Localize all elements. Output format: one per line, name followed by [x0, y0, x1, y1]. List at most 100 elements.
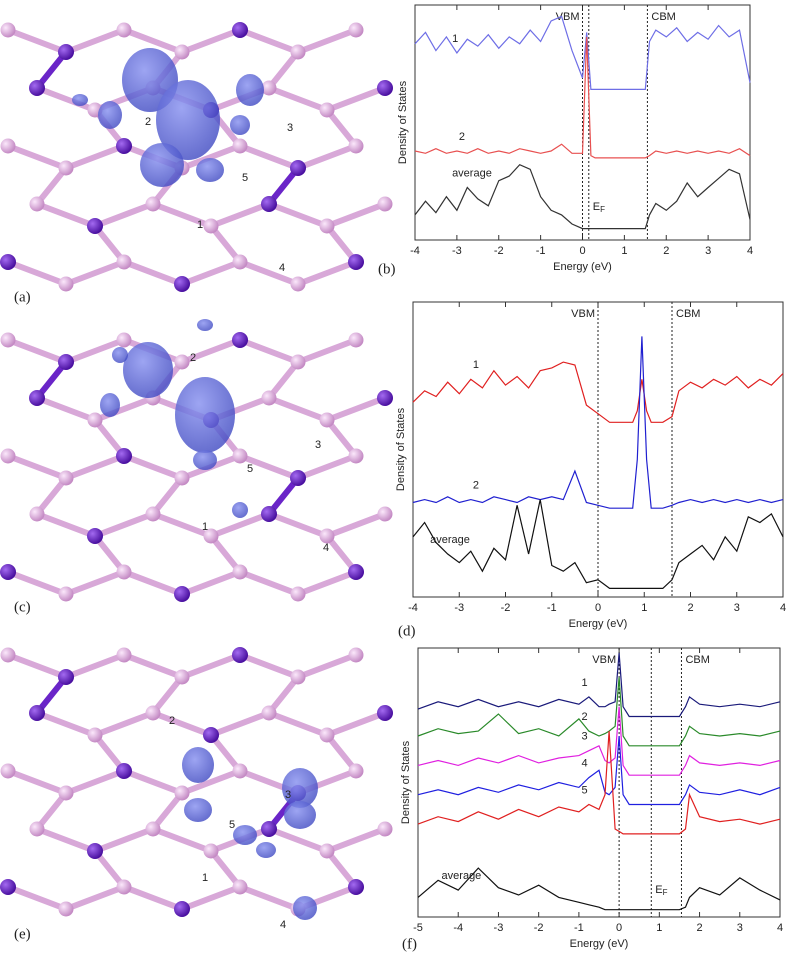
bond [63, 143, 127, 171]
series-label: 1 [581, 677, 587, 689]
bond [324, 107, 359, 149]
bond [208, 511, 272, 539]
series-label: 1 [452, 33, 458, 45]
bond [266, 674, 301, 716]
reference-label: EF [593, 201, 605, 214]
atom [232, 763, 248, 779]
bond [63, 259, 127, 287]
bond [237, 143, 301, 171]
panel-label: (d) [398, 623, 416, 639]
bond [150, 826, 214, 854]
atom [174, 276, 190, 292]
atom [261, 196, 277, 212]
atom [29, 390, 45, 406]
atom [116, 22, 132, 38]
atom [174, 354, 190, 370]
charge-density [236, 74, 264, 106]
atom [348, 448, 364, 464]
atom [116, 564, 132, 580]
x-tick-label: 0 [579, 245, 585, 257]
bond [179, 259, 243, 287]
atom [290, 276, 306, 292]
reference-label-text: CBM [651, 11, 675, 23]
charge-density [156, 80, 220, 160]
atom [116, 138, 132, 154]
atom [0, 332, 16, 348]
reference-label-text: CBM [676, 308, 700, 320]
bond [266, 359, 301, 401]
bond [295, 652, 359, 680]
atom [174, 470, 190, 486]
atom [232, 564, 248, 580]
atom [203, 727, 219, 743]
dos-line [417, 731, 781, 835]
atom-label: 5 [247, 463, 253, 475]
reference-label-text: CBM [685, 654, 709, 666]
charge-density [182, 747, 214, 783]
reference-label-text: VBM [592, 654, 616, 666]
plot-frame [417, 647, 781, 918]
atom [261, 390, 277, 406]
atom [0, 647, 16, 663]
x-tick-label: 1 [656, 922, 662, 934]
charge-density [175, 377, 235, 453]
atom [377, 390, 393, 406]
x-tick-label: 2 [663, 245, 669, 257]
x-axis-label: Energy (eV) [570, 938, 629, 950]
x-tick-label: -2 [501, 602, 511, 614]
bond [237, 259, 301, 287]
bond [179, 143, 243, 171]
atom-label: 5 [229, 819, 235, 831]
x-tick-label: 4 [747, 245, 753, 257]
bond [179, 337, 243, 365]
dos-line [412, 361, 784, 423]
bond [5, 143, 69, 171]
charge-density [197, 319, 213, 331]
atom [0, 22, 16, 38]
series-label: 1 [473, 359, 479, 371]
series-label: 3 [581, 731, 587, 743]
reference-label-text: E [655, 884, 662, 896]
bond [179, 768, 243, 796]
atom [116, 448, 132, 464]
atom [203, 843, 219, 859]
atom [377, 196, 393, 212]
bond [324, 417, 359, 459]
bond [63, 569, 127, 597]
bond [324, 85, 388, 113]
atom [232, 254, 248, 270]
atom [0, 564, 16, 580]
reference-label: CBM [676, 308, 700, 320]
bond [92, 826, 156, 854]
atom [319, 412, 335, 428]
atom [174, 901, 190, 917]
bond [179, 27, 243, 55]
atom-label: 1 [202, 521, 208, 533]
x-tick-label: -1 [547, 602, 557, 614]
charge-density [230, 115, 250, 135]
bond [324, 395, 388, 423]
series-label: average [452, 167, 492, 179]
series-label: 5 [581, 784, 587, 796]
atom-label: 2 [145, 116, 151, 128]
atom [145, 506, 161, 522]
bond [34, 85, 98, 113]
bond [266, 395, 330, 423]
atom [58, 160, 74, 176]
atom-label: 4 [323, 542, 329, 554]
bond [92, 395, 156, 423]
dos-line [417, 677, 781, 747]
bond [295, 143, 359, 171]
bond [34, 475, 69, 517]
atom-label: 2 [169, 715, 175, 727]
reference-label: VBM [592, 654, 616, 666]
bond [121, 884, 185, 912]
x-tick-label: 3 [705, 245, 711, 257]
reference-label: CBM [651, 11, 675, 23]
dos-line [414, 15, 751, 90]
charge-density [123, 342, 173, 398]
charge-density [196, 158, 224, 182]
bond [179, 884, 243, 912]
x-tick-label: -2 [494, 245, 504, 257]
bond [237, 453, 301, 481]
